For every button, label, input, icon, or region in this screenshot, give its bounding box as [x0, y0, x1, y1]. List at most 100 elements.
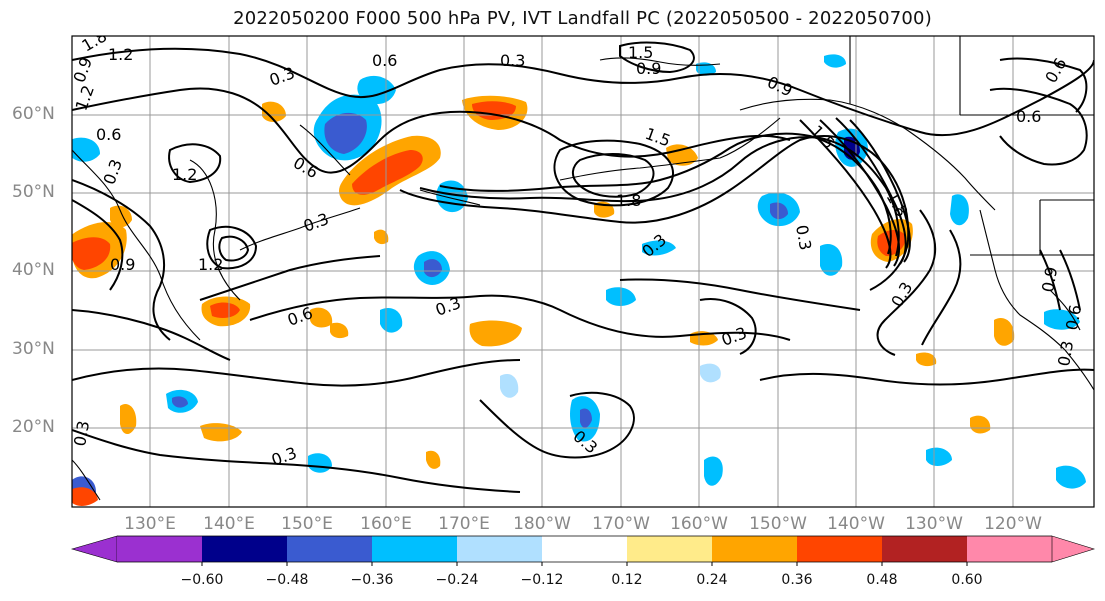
contour-line — [799, 119, 892, 269]
colorbar-tick-label: 0.60 — [951, 572, 983, 588]
colorbar-low-extend — [70, 535, 118, 563]
neg-blob — [1056, 465, 1086, 489]
neg-blob — [642, 240, 676, 256]
contour-line — [72, 87, 791, 174]
pos-blob — [310, 307, 333, 328]
contour-label: 0.6 — [1062, 303, 1085, 331]
neg-blob — [770, 202, 788, 220]
colorbar-cell — [797, 536, 882, 562]
contour-line — [249, 294, 791, 341]
lon-label: 120°W — [984, 514, 1042, 534]
pos-blob — [426, 450, 441, 469]
contour-label: 0.9 — [110, 255, 135, 274]
contour-line — [479, 391, 635, 459]
colorbar-tick-label: −0.12 — [520, 572, 564, 588]
colorbar — [70, 535, 1096, 566]
map-border — [71, 35, 1095, 508]
contour-line — [1039, 249, 1061, 311]
contour-label: 0.6 — [96, 125, 121, 144]
colorbar-cell — [372, 536, 457, 562]
contour-line — [921, 229, 962, 346]
contour-line — [999, 57, 1088, 113]
lat-label: 40°N — [12, 260, 55, 280]
contour-line — [699, 298, 757, 355]
pos-blob — [970, 415, 991, 434]
colorbar-tick-label: −0.48 — [265, 572, 309, 588]
lon-label: 160°W — [670, 514, 728, 534]
contour-line — [72, 179, 171, 341]
contour-label: 1.8 — [616, 191, 641, 210]
pos-blob — [72, 237, 111, 270]
neg-blob — [950, 194, 969, 226]
colorbar-tick-label: 0.36 — [781, 572, 813, 588]
colorbar-tick-label: 0.48 — [866, 572, 898, 588]
contour-line — [835, 117, 907, 265]
contour-label: 1.2 — [108, 45, 133, 64]
colorbar-high-extend — [1051, 535, 1096, 563]
contour-line — [572, 153, 655, 198]
neg-blob — [704, 456, 723, 486]
pos-blob — [666, 144, 698, 166]
lon-label: 150°E — [281, 514, 333, 534]
neg-blob — [700, 363, 721, 383]
colorbar-cell — [457, 536, 542, 562]
pos-blob — [994, 318, 1015, 346]
contour-line — [199, 255, 381, 301]
colorbar-cell — [287, 536, 372, 562]
lon-label: 170°W — [592, 514, 650, 534]
pos-blob — [262, 101, 286, 122]
pos-blob — [916, 352, 937, 367]
colorbar-cell — [627, 536, 712, 562]
contour-label: 0.9 — [1038, 265, 1061, 293]
pos-blob — [469, 320, 522, 347]
colorbar-tick-label: 0.24 — [696, 572, 728, 588]
colorbar-tick-label: −0.60 — [180, 572, 224, 588]
pos-blob — [120, 404, 137, 435]
lon-label: 130°W — [905, 514, 963, 534]
contour-label: 0.3 — [1054, 339, 1077, 367]
contour-line — [399, 135, 910, 291]
lon-label: 140°W — [827, 514, 885, 534]
lon-label: 140°E — [203, 514, 255, 534]
contour-line — [168, 143, 222, 184]
map-title: 2022050200 F000 500 hPa PV, IVT Landfall… — [233, 8, 932, 29]
contour-label: 1.2 — [198, 255, 223, 274]
neg-blob — [72, 137, 100, 162]
contour-label: 0.6 — [1016, 107, 1041, 126]
lon-label: 180°W — [513, 514, 571, 534]
lon-label: 170°E — [438, 514, 490, 534]
colorbar-cell — [542, 536, 627, 562]
neg-blob — [820, 244, 843, 276]
colorbar-cell — [967, 536, 1052, 562]
contour-line — [72, 359, 521, 387]
contour-line — [218, 235, 250, 262]
contour-line — [206, 225, 258, 270]
lon-label: 130°E — [124, 514, 176, 534]
pos-blob — [352, 150, 423, 195]
contour-line — [619, 278, 861, 311]
colorbar-tick-label: −0.36 — [350, 572, 394, 588]
contour-line — [619, 41, 695, 74]
colorbar-tick-label: −0.24 — [435, 572, 479, 588]
contour-label: 0.3 — [792, 223, 815, 251]
graticule — [72, 36, 1094, 507]
contour-line — [849, 119, 911, 263]
pos-blob — [374, 229, 389, 245]
contour-label: 1.5 — [628, 43, 653, 62]
neg-blob — [926, 447, 952, 466]
contour-label: 0.9 — [636, 59, 661, 78]
lat-label: 20°N — [12, 417, 55, 437]
contour-line — [72, 199, 124, 291]
contour-line — [876, 209, 937, 356]
colorbar-cell — [117, 536, 202, 562]
colorbar-tick-label: 0.12 — [611, 572, 643, 588]
neg-blob — [324, 112, 367, 154]
neg-blob — [424, 259, 442, 278]
lat-label: 50°N — [12, 182, 55, 202]
colorbar-cell — [202, 536, 287, 562]
neg-blob — [824, 54, 846, 68]
contour-line — [553, 139, 674, 207]
contour-line — [419, 136, 900, 257]
lon-label: 160°E — [360, 514, 412, 534]
